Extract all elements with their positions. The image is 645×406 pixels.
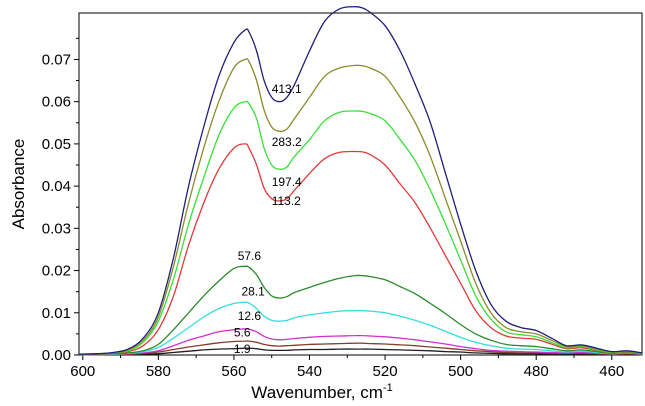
series-line-197.4 bbox=[78, 100, 643, 355]
y-tick-label: 0.01 bbox=[42, 305, 71, 322]
y-axis-title: Absorbance bbox=[9, 139, 28, 230]
series-line-113.2 bbox=[78, 143, 643, 356]
x-tick-label: 500 bbox=[448, 363, 473, 380]
y-tick-label: 0.03 bbox=[42, 220, 71, 237]
y-tick-label: 0.07 bbox=[42, 51, 71, 68]
x-tick-label: 600 bbox=[70, 363, 95, 380]
x-tick-label: 480 bbox=[524, 363, 549, 380]
x-axis-title-main: Wavenumber, cm bbox=[251, 383, 383, 402]
series-label-1.9: 1.9 bbox=[234, 342, 251, 356]
y-tick-label: 0.06 bbox=[42, 94, 71, 111]
x-tick-label: 520 bbox=[373, 363, 398, 380]
series-label-283.2: 283.2 bbox=[272, 135, 302, 149]
series-line-1.9 bbox=[78, 347, 643, 356]
y-tick-label: 0.00 bbox=[42, 347, 71, 364]
series-labels: 413.1 283.2 197.4 113.2 57.6 28.1 12.6 5.6 1.9 bbox=[234, 82, 302, 356]
series-line-283.2 bbox=[78, 58, 643, 355]
x-tick-label: 580 bbox=[146, 363, 171, 380]
series-line-413.1 bbox=[78, 6, 643, 355]
series-label-197.4: 197.4 bbox=[272, 175, 302, 189]
x-axis: 600 580 560 540 520 500 480 460 bbox=[70, 355, 624, 380]
plot-frame bbox=[78, 12, 643, 356]
x-tick-label: 560 bbox=[221, 363, 246, 380]
series-label-5.6: 5.6 bbox=[234, 326, 251, 340]
x-tick-label: 460 bbox=[599, 363, 624, 380]
series-line-28.1 bbox=[78, 301, 643, 356]
series-lines bbox=[78, 6, 643, 356]
series-line-12.6 bbox=[79, 328, 643, 356]
y-axis: 0.00 0.01 0.02 0.03 0.04 0.05 0.06 0.07 bbox=[42, 37, 79, 364]
y-tick-label: 0.04 bbox=[42, 178, 71, 195]
y-tick-label: 0.02 bbox=[42, 263, 71, 280]
series-label-413.1: 413.1 bbox=[272, 82, 302, 96]
x-axis-title-superscript: -1 bbox=[383, 382, 393, 394]
x-axis-title: Wavenumber, cm-1 bbox=[251, 382, 392, 402]
series-line-57.6 bbox=[78, 265, 643, 356]
x-tick-label: 540 bbox=[297, 363, 322, 380]
series-label-28.1: 28.1 bbox=[241, 285, 265, 299]
series-line-5.6 bbox=[79, 340, 643, 356]
series-label-113.2: 113.2 bbox=[272, 194, 301, 208]
series-label-12.6: 12.6 bbox=[238, 309, 262, 323]
y-tick-label: 0.05 bbox=[42, 136, 71, 153]
series-label-57.6: 57.6 bbox=[238, 249, 262, 263]
